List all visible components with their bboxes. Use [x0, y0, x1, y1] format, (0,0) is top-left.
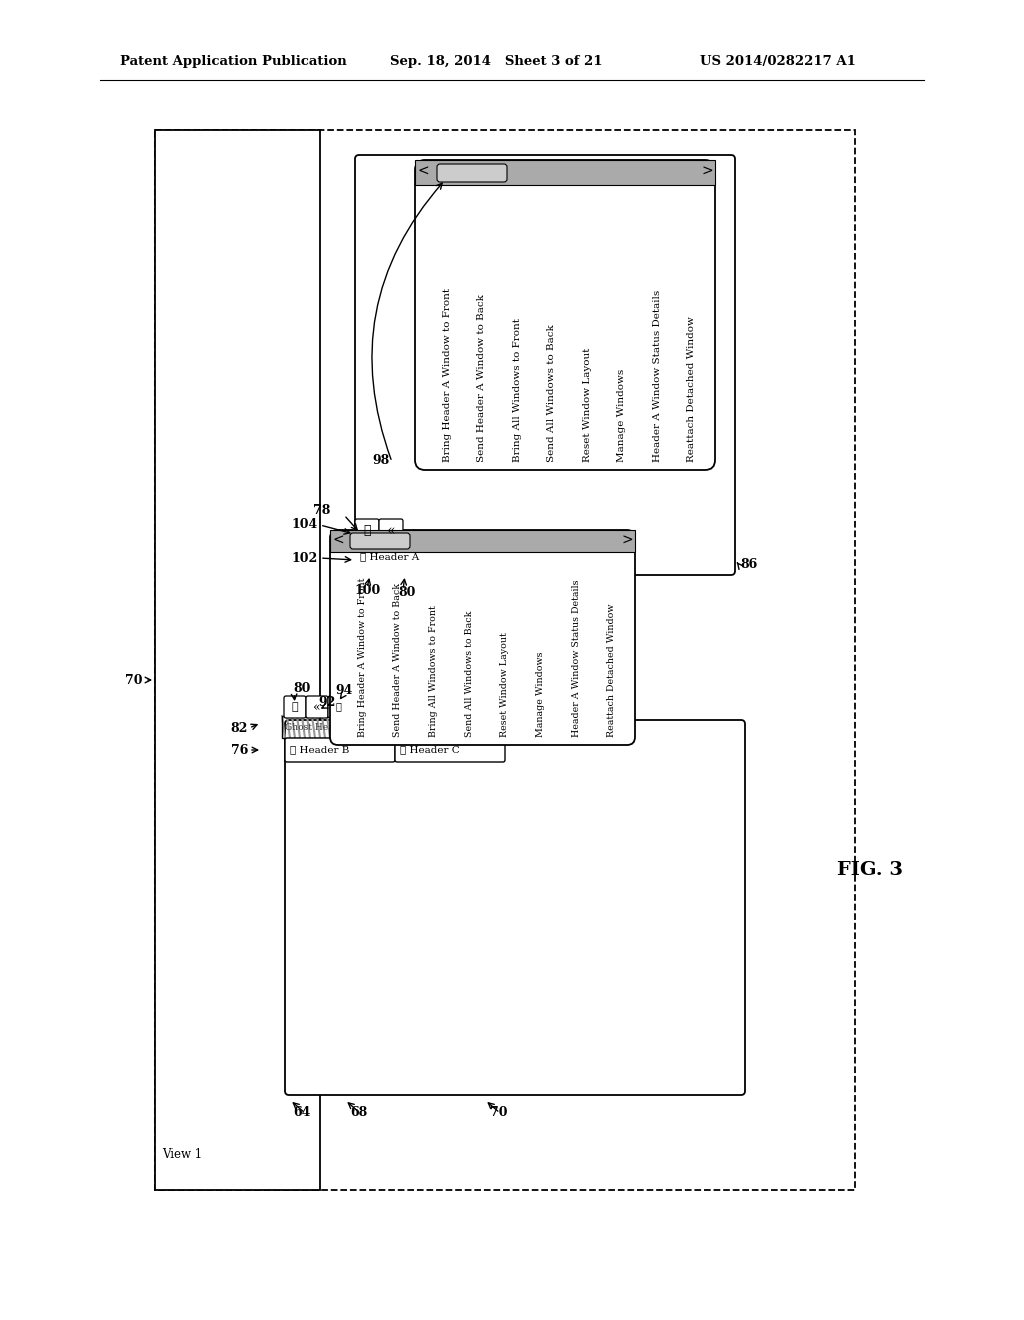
FancyBboxPatch shape [355, 545, 475, 569]
FancyBboxPatch shape [437, 164, 507, 182]
Text: Bring Header A Window to Front: Bring Header A Window to Front [442, 288, 452, 462]
FancyBboxPatch shape [285, 719, 745, 1096]
Text: Reattach Detached Window: Reattach Detached Window [687, 315, 696, 462]
Text: 82: 82 [230, 722, 248, 734]
Text: Ghost Header A: Ghost Header A [285, 722, 358, 731]
Text: 104: 104 [292, 519, 318, 532]
Text: Header A Window Status Details: Header A Window Status Details [652, 290, 662, 462]
Text: 76: 76 [230, 743, 248, 756]
Text: ☑ Header A: ☑ Header A [360, 553, 419, 561]
Text: <: < [332, 535, 344, 548]
Text: ⚙: ⚙ [364, 524, 371, 537]
Text: Patent Application Publication: Patent Application Publication [120, 55, 347, 69]
Text: View 1: View 1 [162, 1148, 202, 1162]
FancyBboxPatch shape [355, 154, 735, 576]
FancyBboxPatch shape [328, 696, 348, 718]
Bar [282, 715, 397, 738]
Text: Sep. 18, 2014   Sheet 3 of 21: Sep. 18, 2014 Sheet 3 of 21 [390, 55, 602, 69]
Text: 86: 86 [740, 558, 758, 572]
FancyBboxPatch shape [415, 160, 715, 470]
Text: Send All Windows to Back: Send All Windows to Back [548, 325, 556, 462]
Text: ✕: ✕ [335, 702, 341, 711]
Text: Bring All Windows to Front: Bring All Windows to Front [429, 606, 438, 737]
Bar [330, 531, 635, 552]
Text: 70: 70 [126, 673, 143, 686]
Text: <: < [417, 165, 429, 180]
Text: «: « [387, 524, 395, 539]
Text: 78: 78 [312, 503, 330, 516]
Text: 68: 68 [350, 1106, 368, 1119]
Text: 64: 64 [293, 1106, 310, 1119]
Text: Manage Windows: Manage Windows [536, 652, 545, 737]
Text: Send Header A Window to Back: Send Header A Window to Back [477, 294, 486, 462]
Text: Reset Window Layout: Reset Window Layout [583, 347, 592, 462]
FancyBboxPatch shape [285, 738, 395, 762]
Text: 80: 80 [398, 586, 416, 598]
Text: Bring All Windows to Front: Bring All Windows to Front [512, 318, 521, 462]
Text: US 2014/0282217 A1: US 2014/0282217 A1 [700, 55, 856, 69]
Text: ☑ Header B: ☑ Header B [290, 746, 349, 755]
Bar [155, 129, 319, 1191]
Text: Bring Header A Window to Front: Bring Header A Window to Front [357, 578, 367, 737]
Text: 102: 102 [292, 552, 318, 565]
Text: Reset Window Layout: Reset Window Layout [501, 632, 509, 737]
FancyBboxPatch shape [330, 531, 635, 744]
Text: >: > [622, 535, 633, 548]
FancyBboxPatch shape [350, 533, 410, 549]
FancyBboxPatch shape [284, 696, 306, 718]
Bar [155, 129, 855, 1191]
Text: Reattach Detached Window: Reattach Detached Window [607, 603, 616, 737]
Text: Send Header A Window to Back: Send Header A Window to Back [393, 583, 402, 737]
Text: ⚙: ⚙ [292, 702, 298, 711]
Bar [415, 160, 715, 185]
Text: «: « [313, 701, 321, 714]
Text: 92: 92 [318, 696, 336, 709]
Text: ☑ Header C: ☑ Header C [400, 746, 460, 755]
Text: 94: 94 [335, 684, 352, 697]
FancyBboxPatch shape [395, 738, 505, 762]
Text: 98: 98 [373, 454, 390, 466]
Text: FIG. 3: FIG. 3 [837, 861, 903, 879]
Text: Header A Window Status Details: Header A Window Status Details [571, 579, 581, 737]
Text: >: > [701, 165, 713, 180]
Text: 70: 70 [490, 1106, 508, 1119]
Text: Send All Windows to Back: Send All Windows to Back [465, 611, 474, 737]
FancyBboxPatch shape [355, 519, 379, 543]
Text: 100: 100 [355, 583, 381, 597]
FancyBboxPatch shape [379, 519, 403, 543]
FancyBboxPatch shape [306, 696, 328, 718]
Text: 80: 80 [293, 681, 310, 694]
Text: Manage Windows: Manage Windows [617, 368, 627, 462]
